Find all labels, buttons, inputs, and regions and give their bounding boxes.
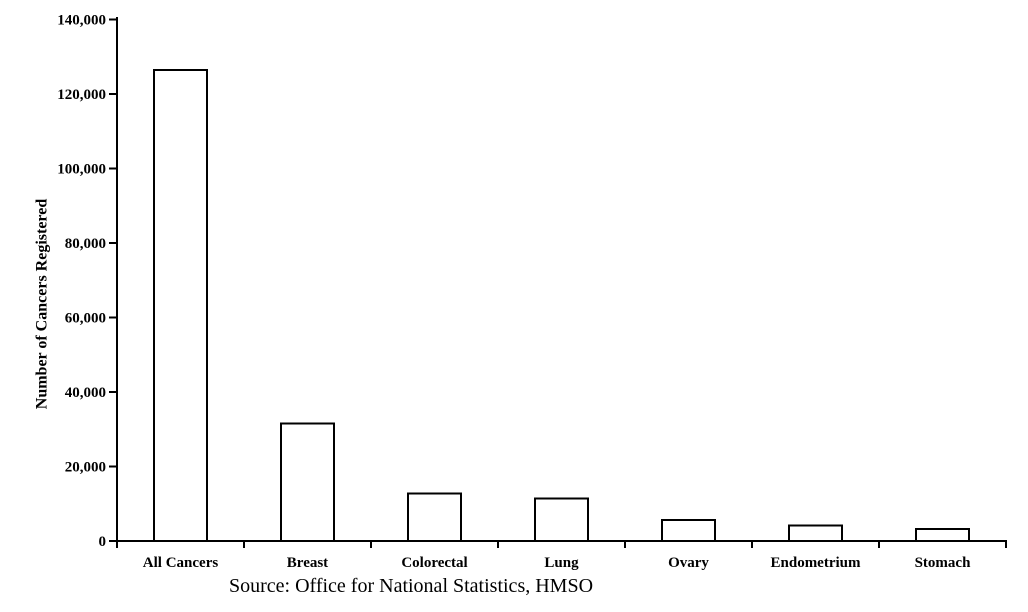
bar-stomach xyxy=(915,528,970,543)
bar-lung xyxy=(534,497,589,543)
category-label-endometrium: Endometrium xyxy=(771,555,862,571)
y-tick-label: 100,000 xyxy=(57,162,106,178)
y-tick-label: 0 xyxy=(99,534,107,550)
y-tick-label: 40,000 xyxy=(65,385,106,401)
y-tick-label: 80,000 xyxy=(65,236,106,252)
bar-endometrium xyxy=(788,524,843,542)
y-axis-title: Number of Cancers Registered xyxy=(34,199,51,410)
y-tick-label: 120,000 xyxy=(57,87,106,103)
bar-all-cancers xyxy=(153,68,208,542)
category-label-all-cancers: All Cancers xyxy=(143,555,219,571)
category-label-breast: Breast xyxy=(287,555,328,571)
y-axis-ticks: 0 20,000 40,000 60,000 80,000 100,000 120,000 1… xyxy=(57,13,117,550)
bars xyxy=(153,68,970,543)
y-tick-label: 60,000 xyxy=(65,311,106,327)
bar-ovary xyxy=(661,519,716,543)
source-caption: Source: Office for National Statistics, … xyxy=(229,575,593,597)
category-label-lung: Lung xyxy=(544,555,579,571)
y-tick-label: 140,000 xyxy=(57,13,106,29)
x-axis-ticks xyxy=(116,541,1007,548)
bar-breast xyxy=(280,422,335,543)
y-tick-label: 20,000 xyxy=(65,460,106,476)
category-labels: All Cancers Breast Colorectal Lung Ovary Endo… xyxy=(143,555,971,571)
category-label-ovary: Ovary xyxy=(668,555,709,571)
bar-colorectal xyxy=(407,492,462,543)
category-label-colorectal: Colorectal xyxy=(401,555,467,571)
category-label-stomach: Stomach xyxy=(915,555,971,571)
